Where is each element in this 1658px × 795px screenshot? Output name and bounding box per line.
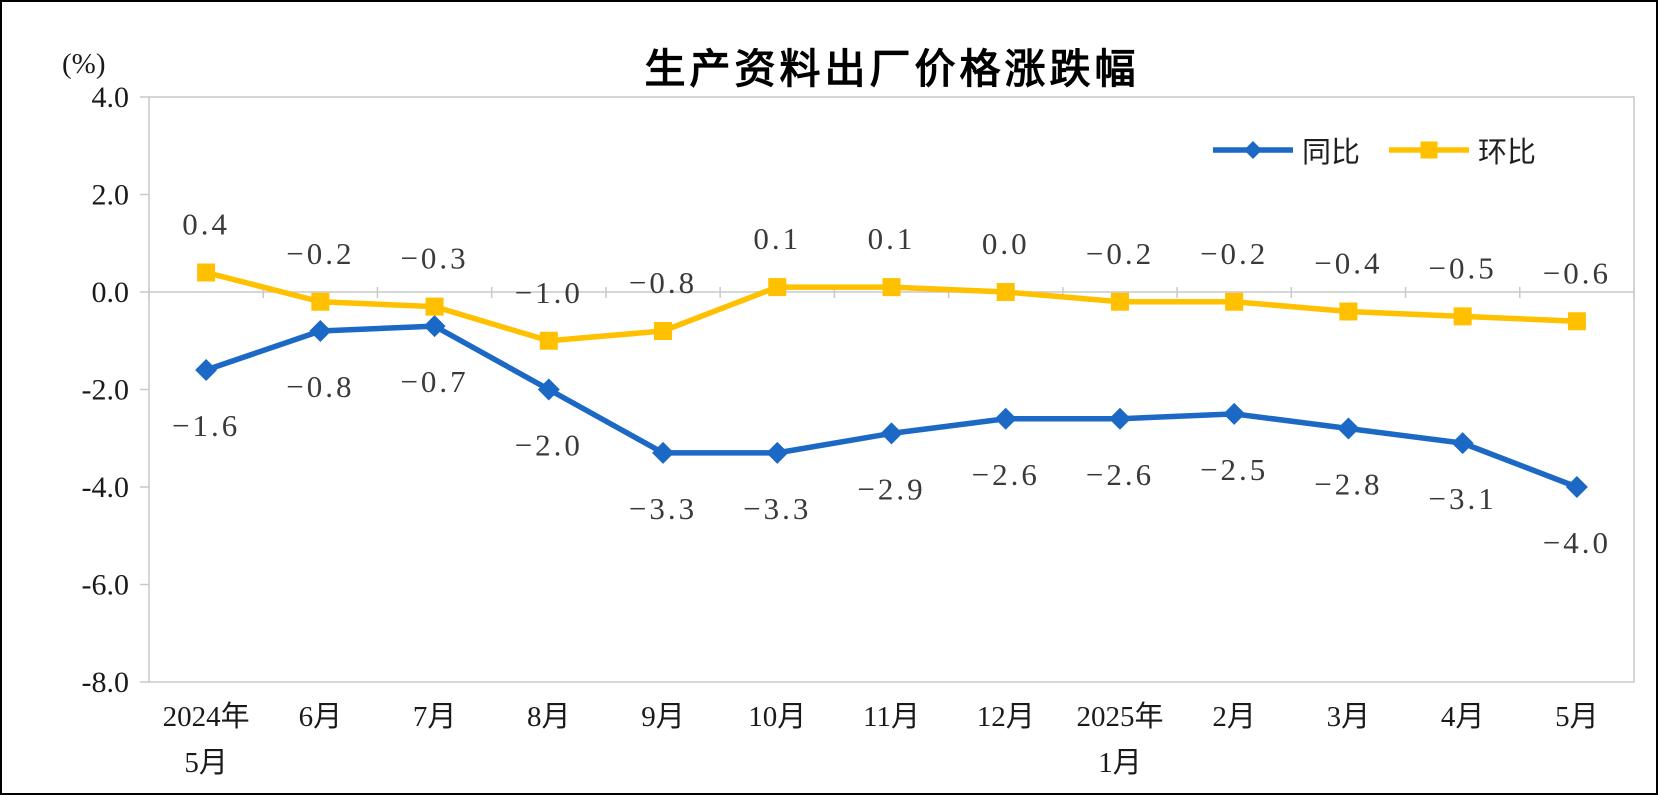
data-point-marker-square-icon bbox=[768, 278, 787, 297]
data-point-marker-square-icon bbox=[1110, 292, 1129, 311]
data-label: −1.0 bbox=[515, 275, 583, 310]
legend-label-mom: 环比 bbox=[1478, 137, 1537, 169]
data-point-marker-square-icon bbox=[539, 331, 558, 350]
data-point-marker-diamond-icon bbox=[652, 441, 675, 464]
data-point-marker-square-icon bbox=[1225, 292, 1244, 311]
data-point-marker-square-icon bbox=[197, 263, 216, 282]
data-label: 0.4 bbox=[182, 207, 230, 242]
data-label: 0.0 bbox=[982, 226, 1030, 261]
data-point-marker-square-icon bbox=[1339, 302, 1358, 321]
data-point-marker-diamond-icon bbox=[309, 320, 332, 342]
data-point-marker-diamond-icon bbox=[1108, 407, 1131, 430]
data-point-marker-diamond-icon bbox=[1565, 476, 1588, 498]
data-point-marker-diamond-icon bbox=[766, 441, 789, 464]
data-point-marker-diamond-icon bbox=[1223, 402, 1246, 425]
x-axis-label: 8月 bbox=[527, 701, 571, 733]
data-point-marker-square-icon bbox=[1567, 312, 1586, 331]
data-label: −2.9 bbox=[857, 471, 925, 506]
y-axis-tick-label: -4.0 bbox=[82, 471, 130, 504]
data-point-marker-diamond-icon bbox=[994, 407, 1017, 430]
y-axis-tick-label: -6.0 bbox=[82, 569, 130, 602]
legend-label-yoy: 同比 bbox=[1302, 137, 1361, 169]
legend-diamond-marker-icon bbox=[1244, 141, 1262, 159]
legend-item-mom: 环比 bbox=[1387, 129, 1536, 171]
data-point-marker-square-icon bbox=[996, 283, 1015, 301]
x-axis-label: 3月 bbox=[1327, 701, 1371, 733]
data-label: −3.3 bbox=[629, 491, 697, 526]
data-label: 0.1 bbox=[868, 221, 916, 256]
data-label: −0.2 bbox=[1086, 236, 1154, 271]
legend-marker-mom-icon bbox=[1389, 141, 1470, 159]
data-point-marker-diamond-icon bbox=[1451, 432, 1474, 455]
data-label: −0.7 bbox=[400, 364, 468, 399]
data-label: −2.0 bbox=[515, 428, 583, 463]
x-axis-label: 4月 bbox=[1441, 701, 1485, 733]
data-label: −2.5 bbox=[1200, 452, 1268, 487]
data-label: 0.1 bbox=[753, 221, 801, 256]
data-label: −3.3 bbox=[743, 491, 811, 526]
data-label: −0.3 bbox=[400, 241, 468, 276]
x-axis-label: 12月 bbox=[977, 701, 1035, 733]
x-axis-label: 2025年 1月 bbox=[1076, 700, 1163, 779]
y-axis-tick-label: 4.0 bbox=[92, 81, 130, 114]
y-axis-tick-label: 2.0 bbox=[92, 179, 130, 212]
y-axis-tick-label: -8.0 bbox=[82, 666, 130, 699]
data-label: −0.2 bbox=[1200, 236, 1268, 271]
data-label: −3.1 bbox=[1429, 481, 1497, 516]
x-axis-label: 7月 bbox=[413, 701, 457, 733]
x-axis-label: 10月 bbox=[748, 701, 806, 733]
data-point-marker-square-icon bbox=[311, 292, 330, 311]
data-label: −0.6 bbox=[1543, 255, 1611, 290]
plot-area-border bbox=[148, 96, 1635, 683]
data-label: −0.5 bbox=[1429, 250, 1497, 285]
data-label: −0.8 bbox=[629, 265, 697, 300]
y-axis-tick-label: 0.0 bbox=[92, 276, 130, 309]
data-label: −0.4 bbox=[1314, 246, 1382, 281]
data-point-marker-square-icon bbox=[654, 322, 673, 340]
data-point-marker-diamond-icon bbox=[880, 422, 903, 445]
x-axis-label: 6月 bbox=[299, 701, 343, 733]
y-axis-tick-label: -2.0 bbox=[82, 374, 130, 407]
data-point-marker-square-icon bbox=[1453, 307, 1472, 326]
data-label: −0.8 bbox=[286, 369, 354, 404]
legend-marker-yoy-icon bbox=[1213, 141, 1293, 159]
x-axis-label: 11月 bbox=[863, 701, 920, 733]
data-label: −2.6 bbox=[1086, 457, 1154, 492]
data-label: −1.6 bbox=[172, 408, 240, 443]
x-axis-label: 9月 bbox=[641, 701, 685, 733]
x-axis-label: 2月 bbox=[1212, 701, 1256, 733]
data-point-marker-square-icon bbox=[882, 278, 901, 297]
x-axis-label: 2024年 5月 bbox=[163, 700, 250, 779]
data-point-marker-diamond-icon bbox=[423, 315, 446, 338]
legend: 同比 环比 bbox=[1211, 129, 1536, 171]
y-axis-unit-label: (%) bbox=[62, 48, 106, 80]
data-label: −0.2 bbox=[286, 236, 354, 271]
data-point-marker-square-icon bbox=[425, 297, 444, 316]
data-label: −2.8 bbox=[1314, 467, 1382, 502]
chart-title: 生产资料出厂价格涨跌幅 bbox=[644, 46, 1140, 92]
data-label: −4.0 bbox=[1543, 525, 1611, 560]
data-label: −2.6 bbox=[972, 457, 1040, 492]
data-point-marker-diamond-icon bbox=[195, 359, 218, 381]
data-point-marker-diamond-icon bbox=[537, 378, 560, 401]
data-point-marker-diamond-icon bbox=[1337, 417, 1360, 440]
legend-item-yoy: 同比 bbox=[1211, 129, 1360, 171]
x-axis-label: 5月 bbox=[1555, 701, 1599, 733]
series-line-同比 bbox=[203, 323, 1580, 490]
legend-square-marker-icon bbox=[1420, 141, 1438, 159]
